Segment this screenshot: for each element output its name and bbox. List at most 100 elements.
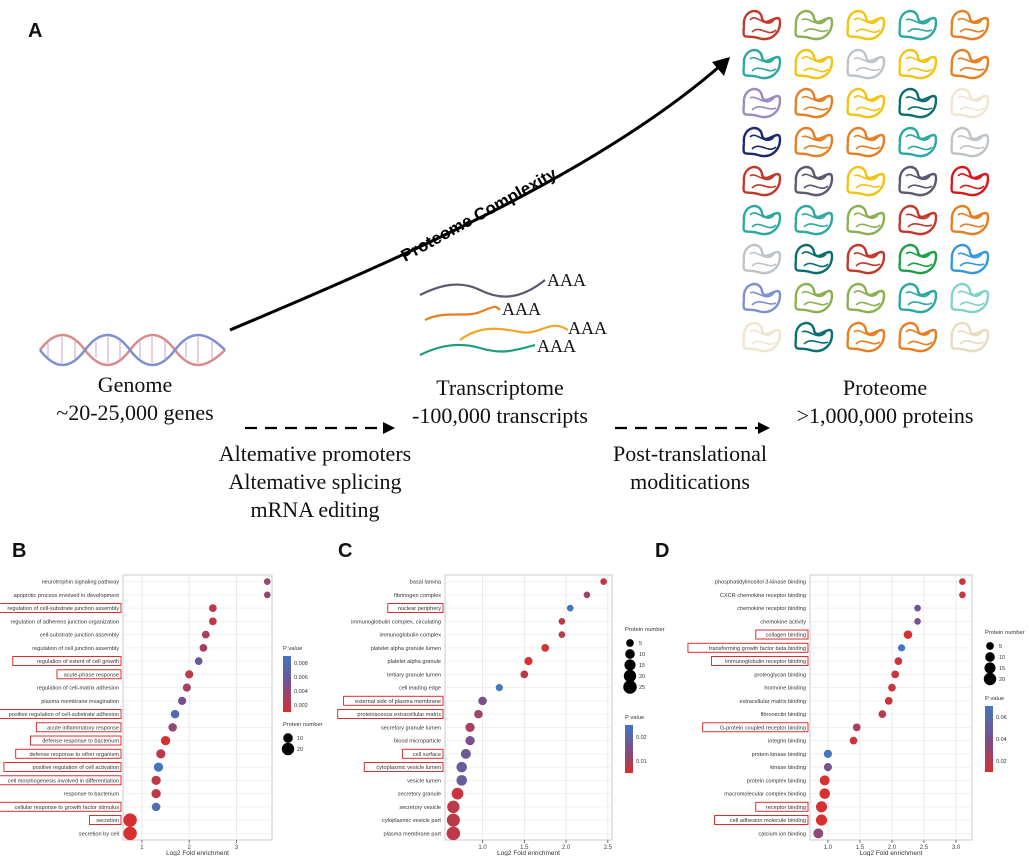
term-label: cellular response to growth factor stimu… <box>15 805 120 811</box>
x-tick-label: 2.0 <box>562 845 571 851</box>
term-label: cell surface <box>413 752 441 758</box>
plot-area <box>809 574 973 841</box>
term-label: regulation of cell-substrate junction as… <box>7 606 119 612</box>
term-label: fibrinogen complex <box>394 593 441 599</box>
protein-structure-icon <box>950 126 990 158</box>
data-point <box>170 709 180 719</box>
term-label: integrin binding <box>768 739 806 745</box>
highlight-box <box>402 748 444 759</box>
term-label: blood microparticle <box>394 739 441 745</box>
protein-structure-icon <box>794 204 834 236</box>
data-point <box>520 670 529 679</box>
x-tick-label: 3 <box>235 845 239 851</box>
size-legend-dot <box>985 652 995 662</box>
protein-structure-icon <box>742 87 782 119</box>
color-legend-title: P value <box>625 715 644 721</box>
size-legend-title: Protein number <box>283 722 323 728</box>
size-legend-dot <box>986 642 994 650</box>
term-label: calcium ion binding <box>758 831 806 837</box>
term-label: regulation of extent of cell growth <box>37 659 119 665</box>
highlight-box <box>337 709 444 719</box>
step2-line1: Post-translational <box>613 441 767 466</box>
color-legend-bar <box>985 706 993 772</box>
data-point <box>151 802 161 812</box>
x-tick-label: 1.5 <box>856 845 865 851</box>
protein-structure-icon <box>846 321 886 353</box>
color-legend-tick: 0.02 <box>996 759 1007 765</box>
term-label: external side of plasma membrane <box>355 699 441 705</box>
data-point <box>209 604 217 612</box>
term-label: proteinaceous extracellular matrix <box>357 712 441 718</box>
data-point <box>600 578 607 585</box>
data-point <box>201 630 210 639</box>
protein-structure-icon <box>950 321 990 353</box>
data-point <box>495 684 503 692</box>
data-point <box>465 735 475 746</box>
protein-structure-icon <box>898 87 938 119</box>
data-point <box>151 788 161 799</box>
size-legend-title: Protein number <box>625 627 665 633</box>
data-point <box>446 826 461 841</box>
protein-structure-icon <box>742 9 782 41</box>
data-point <box>160 735 171 746</box>
size-legend-dot <box>626 639 634 647</box>
protein-structure-icon <box>898 126 938 158</box>
chart-panel-c: basal lamina fibrinogen complex nuclear pe… <box>337 574 665 856</box>
data-point <box>819 775 830 786</box>
transcriptome-count: -100,000 transcripts <box>412 403 588 428</box>
color-legend-tick: 0.004 <box>294 689 308 695</box>
term-label: immunoglobulin receptor binding <box>725 659 806 665</box>
x-axis-label: Log2 Fold enrichment <box>166 850 229 856</box>
poly-a-1: AAA <box>547 270 586 290</box>
term-label: secretory vesicle <box>399 805 441 811</box>
data-point <box>959 578 966 585</box>
x-axis-label: Log2 Fold enrichment <box>860 850 923 856</box>
term-label: tertiary granule lumen <box>387 672 441 678</box>
chart-panel-b: neurotrophin signaling pathway apoptotic … <box>0 574 323 856</box>
term-label: cell leading edge <box>399 686 441 692</box>
data-point <box>460 748 471 759</box>
term-label: transforming growth factor beta binding <box>709 646 806 652</box>
data-point <box>451 787 464 800</box>
size-legend-title: Protein number <box>985 630 1025 636</box>
size-legend-dot <box>624 659 636 671</box>
data-point <box>815 801 828 813</box>
term-label: apoptotic process involved in developmen… <box>14 593 120 599</box>
data-point <box>185 670 194 679</box>
protein-structure-icon <box>898 282 938 314</box>
term-label: regulation of cell junction assembly <box>32 646 119 652</box>
protein-structure-icon <box>846 204 886 236</box>
protein-structure-icon <box>742 243 782 275</box>
step1-line2: Altemative splicing <box>228 469 402 494</box>
size-legend-dot <box>625 649 635 659</box>
data-point <box>558 618 566 625</box>
x-tick-label: 1.0 <box>478 845 487 851</box>
poly-a-3: AAA <box>568 318 607 338</box>
data-point <box>815 814 828 826</box>
x-tick-label: 1.0 <box>824 845 833 851</box>
size-legend-dot <box>623 669 637 683</box>
size-legend-label: 20 <box>297 747 303 753</box>
size-legend-label: 15 <box>639 663 645 669</box>
data-point <box>263 578 271 585</box>
data-point <box>959 591 966 599</box>
term-label: immunoglobulin complex <box>379 633 441 639</box>
data-point <box>478 696 487 706</box>
data-point <box>888 683 896 692</box>
highlight-box <box>714 815 809 825</box>
data-point <box>465 722 475 733</box>
data-point <box>524 657 533 666</box>
size-legend-label: 10 <box>999 655 1005 661</box>
term-label: regulation of cell-matrix adhesion <box>37 686 119 692</box>
data-point <box>151 775 161 786</box>
data-point <box>447 800 460 814</box>
dashed-arrow-1 <box>245 422 395 434</box>
step2-line2: moditications <box>630 469 750 494</box>
protein-structure-icon <box>898 321 938 353</box>
plot-area <box>122 574 273 841</box>
data-point <box>456 761 467 773</box>
size-legend-dot <box>283 733 293 743</box>
data-point <box>903 630 913 639</box>
term-label: cell-substrate junction assembly <box>40 633 119 639</box>
